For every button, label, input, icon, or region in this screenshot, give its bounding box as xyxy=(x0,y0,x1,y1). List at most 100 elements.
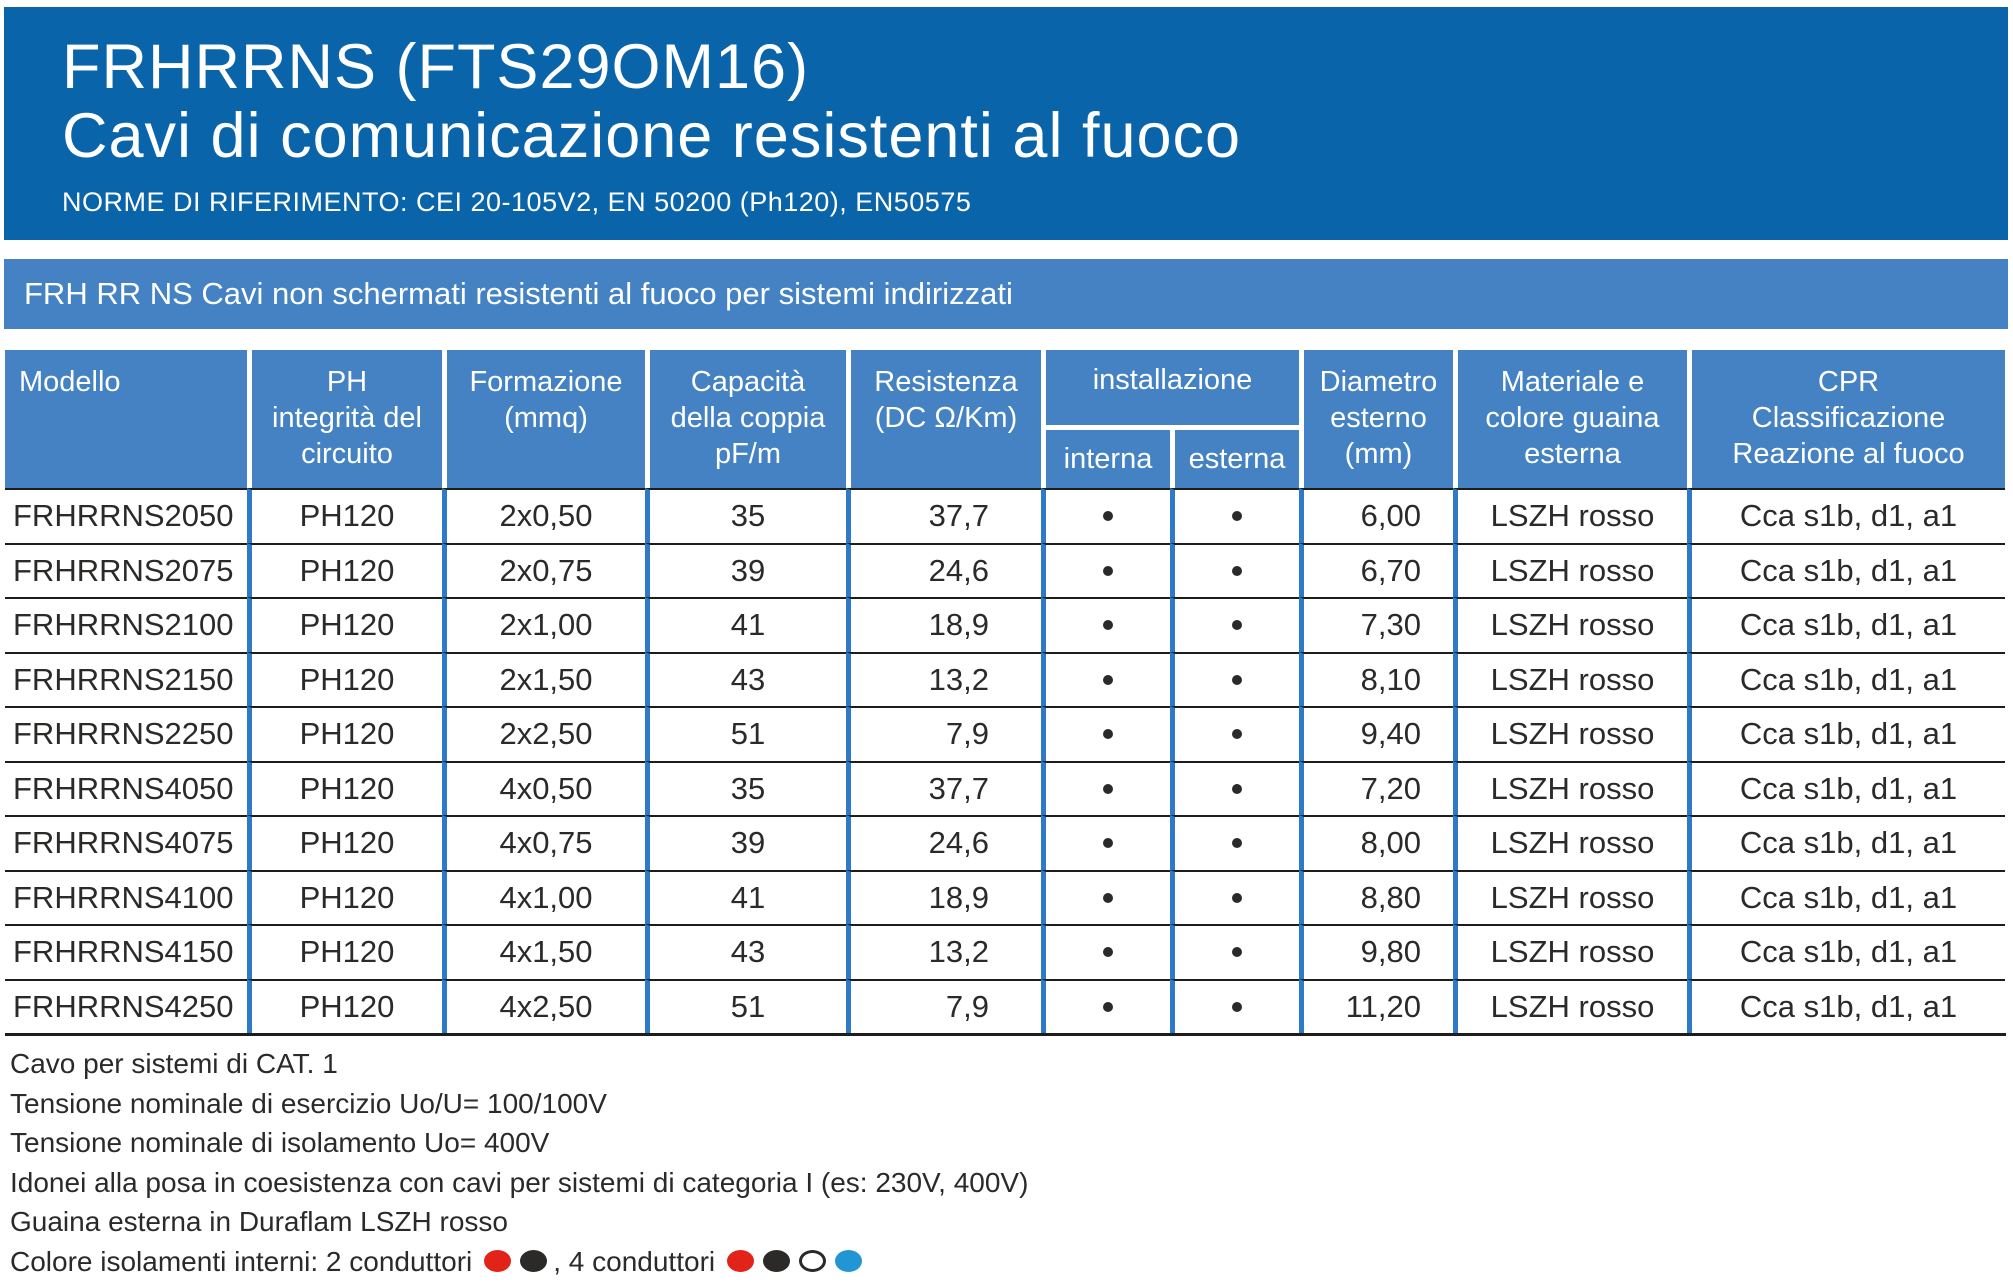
note-operating-voltage: Tensione nominale di esercizio Uo/U= 100… xyxy=(10,1087,607,1119)
cell-installazione-interna xyxy=(1041,815,1170,870)
cell-diametro: 7,20 xyxy=(1299,760,1453,815)
cell-ph: PH120 xyxy=(247,869,442,924)
note-coexistence: Idonei alla posa in coesistenza con cavi… xyxy=(10,1166,1029,1198)
installation-dot-icon xyxy=(1232,947,1242,958)
col-header-diametro: Diametro esterno (mm) xyxy=(1299,350,1453,488)
cell-diametro: 8,80 xyxy=(1299,869,1453,924)
installation-dot-icon xyxy=(1103,1001,1113,1012)
cell-diametro: 6,00 xyxy=(1299,488,1453,543)
cell-resistenza: 37,7 xyxy=(846,760,1041,815)
cell-installazione-esterna xyxy=(1170,760,1299,815)
cell-materiale: LSZH rosso xyxy=(1453,869,1687,924)
cell-materiale: LSZH rosso xyxy=(1453,542,1687,597)
cell-capacita: 39 xyxy=(645,815,846,870)
blue-conductor-dot-icon xyxy=(835,1250,863,1273)
installation-dot-icon xyxy=(1232,729,1242,740)
cell-installazione-esterna xyxy=(1170,651,1299,706)
cell-diametro: 8,00 xyxy=(1299,815,1453,870)
cell-modello: FRHRRNS4075 xyxy=(5,815,247,870)
cell-formazione: 2x0,50 xyxy=(442,488,645,543)
cell-installazione-esterna xyxy=(1170,978,1299,1033)
cell-cpr: Cca s1b, d1, a1 xyxy=(1687,978,2005,1033)
cell-diametro: 11,20 xyxy=(1299,978,1453,1033)
col-header-formazione: Formazione (mmq) xyxy=(442,350,645,488)
cell-formazione: 2x2,50 xyxy=(442,706,645,761)
cell-diametro: 9,80 xyxy=(1299,924,1453,979)
white-conductor-dot-icon xyxy=(799,1250,827,1273)
note-category: Cavo per sistemi di CAT. 1 xyxy=(10,1048,338,1079)
cell-formazione: 4x0,75 xyxy=(442,815,645,870)
col-header-modello: Modello xyxy=(5,350,247,488)
cell-materiale: LSZH rosso xyxy=(1453,651,1687,706)
col-header-cpr: CPR Classificazione Reazione al fuoco xyxy=(1687,350,2005,488)
cell-resistenza: 13,2 xyxy=(846,651,1041,706)
cell-materiale: LSZH rosso xyxy=(1453,597,1687,652)
cell-formazione: 2x1,50 xyxy=(442,651,645,706)
cell-materiale: LSZH rosso xyxy=(1453,815,1687,870)
red-conductor-dot-icon xyxy=(727,1250,755,1273)
cell-resistenza: 37,7 xyxy=(846,488,1041,543)
cell-installazione-interna xyxy=(1041,542,1170,597)
cell-installazione-esterna xyxy=(1170,924,1299,979)
installazione-subheaders: interna esterna xyxy=(1046,425,1299,488)
cell-resistenza: 7,9 xyxy=(846,978,1041,1033)
installation-dot-icon xyxy=(1232,1001,1242,1012)
cell-capacita: 43 xyxy=(645,651,846,706)
cell-capacita: 51 xyxy=(645,978,846,1033)
black-conductor-dot-icon xyxy=(763,1250,791,1273)
cell-modello: FRHRRNS2075 xyxy=(5,542,247,597)
masthead-banner: FRHRRNS (FTS29OM16) Cavi di comunicazion… xyxy=(4,7,2008,240)
cell-ph: PH120 xyxy=(247,760,442,815)
series-banner: FRH RR NS Cavi non schermati resistenti … xyxy=(4,259,2008,329)
cell-cpr: Cca s1b, d1, a1 xyxy=(1687,542,2005,597)
cell-ph: PH120 xyxy=(247,597,442,652)
col-header-resistenza: Resistenza (DC Ω/Km) xyxy=(846,350,1041,488)
cell-resistenza: 24,6 xyxy=(846,815,1041,870)
col-header-installazione: installazione xyxy=(1092,364,1253,396)
cell-modello: FRHRRNS4150 xyxy=(5,924,247,979)
cell-materiale: LSZH rosso xyxy=(1453,924,1687,979)
red-conductor-dot-icon xyxy=(484,1250,512,1273)
cell-installazione-interna xyxy=(1041,978,1170,1033)
cell-modello: FRHRRNS4050 xyxy=(5,760,247,815)
conductor-colors-mid: , 4 conduttori xyxy=(553,1245,716,1277)
cell-installazione-interna xyxy=(1041,597,1170,652)
col-header-esterna: esterna xyxy=(1170,430,1299,488)
cell-capacita: 41 xyxy=(645,597,846,652)
installation-dot-icon xyxy=(1232,620,1242,631)
cell-formazione: 2x1,00 xyxy=(442,597,645,652)
installation-dot-icon xyxy=(1232,838,1242,849)
cell-diametro: 9,40 xyxy=(1299,706,1453,761)
note-insulation-voltage: Tensione nominale di isolamento Uo= 400V xyxy=(10,1127,550,1158)
notes-section: Cavo per sistemi di CAT. 1 Tensione nomi… xyxy=(10,1044,1028,1281)
four-conductor-color-dots xyxy=(727,1250,863,1273)
cell-ph: PH120 xyxy=(247,706,442,761)
cell-installazione-esterna xyxy=(1170,869,1299,924)
cell-modello: FRHRRNS2050 xyxy=(5,488,247,543)
spec-table: Modello PH integrità del circuito Formaz… xyxy=(5,350,2006,1036)
cell-cpr: Cca s1b, d1, a1 xyxy=(1687,706,2005,761)
col-header-installazione-group: installazione interna esterna xyxy=(1041,350,1299,488)
installation-dot-icon xyxy=(1103,565,1113,576)
cell-installazione-interna xyxy=(1041,651,1170,706)
reference-norms-text: NORME DI RIFERIMENTO: CEI 20-105V2, EN 5… xyxy=(62,187,972,217)
cell-cpr: Cca s1b, d1, a1 xyxy=(1687,924,2005,979)
cell-cpr: Cca s1b, d1, a1 xyxy=(1687,815,2005,870)
installation-dot-icon xyxy=(1232,674,1242,685)
cell-modello: FRHRRNS4250 xyxy=(5,978,247,1033)
cell-cpr: Cca s1b, d1, a1 xyxy=(1687,597,2005,652)
cell-ph: PH120 xyxy=(247,978,442,1033)
installation-dot-icon xyxy=(1103,892,1113,903)
installation-dot-icon xyxy=(1232,511,1242,522)
cell-capacita: 35 xyxy=(645,488,846,543)
spec-table-body: FRHRRNS2050 PH120 2x0,50 35 37,7 6,00 LSZH ros… xyxy=(5,488,2006,1036)
note-conductor-colors: Colore isolamenti interni: 2 conduttori … xyxy=(10,1242,1028,1282)
cell-formazione: 4x1,50 xyxy=(442,924,645,979)
cell-modello: FRHRRNS2100 xyxy=(5,597,247,652)
two-conductor-color-dots xyxy=(484,1250,548,1273)
cell-diametro: 7,30 xyxy=(1299,597,1453,652)
cell-installazione-interna xyxy=(1041,924,1170,979)
cell-modello: FRHRRNS4100 xyxy=(5,869,247,924)
cell-installazione-esterna xyxy=(1170,815,1299,870)
cell-installazione-interna xyxy=(1041,706,1170,761)
